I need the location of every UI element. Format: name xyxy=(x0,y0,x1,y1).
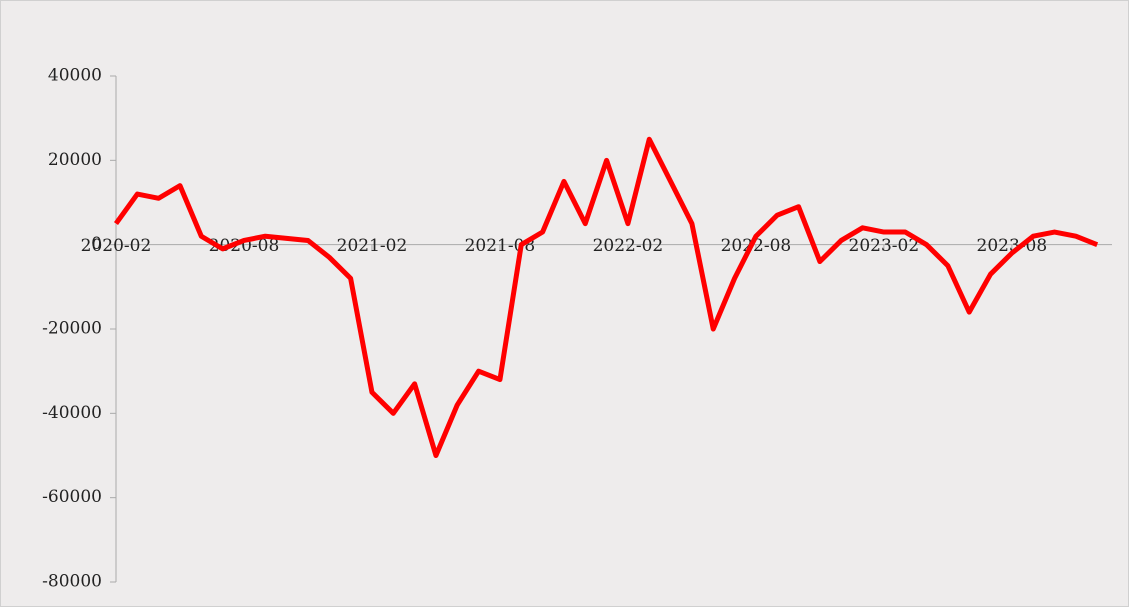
x-tick-label: 2020-02 xyxy=(81,236,152,256)
y-tick-label: 40000 xyxy=(48,66,102,86)
y-tick-label: -20000 xyxy=(42,319,102,339)
x-tick-label: 2021-08 xyxy=(465,236,536,256)
y-tick-label: -40000 xyxy=(42,403,102,423)
y-tick-label: 0 xyxy=(91,234,102,254)
line-series xyxy=(113,136,1099,458)
y-tick-label: 20000 xyxy=(48,150,102,170)
y-tick-label: -80000 xyxy=(42,572,102,592)
x-tick-label: 2020-08 xyxy=(209,236,280,256)
x-tick-label: 2021-02 xyxy=(337,236,408,256)
x-tick-label: 2022-08 xyxy=(721,236,792,256)
x-tick-label: 2022-02 xyxy=(593,236,664,256)
x-tick-label: 2023-02 xyxy=(849,236,920,256)
y-tick-label: -60000 xyxy=(42,487,102,507)
